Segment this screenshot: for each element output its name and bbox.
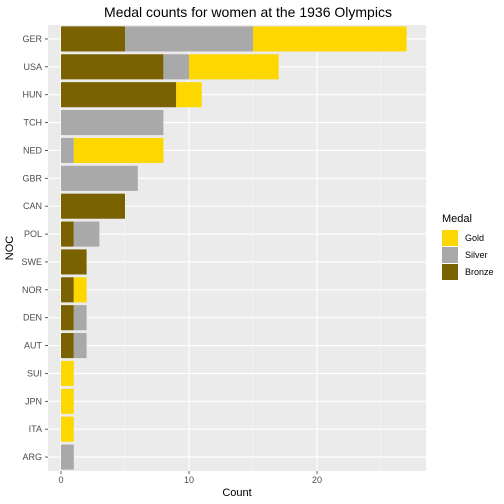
bar-bronze-hun [61,82,177,108]
y-tick-label: GER [22,34,42,44]
bar-gold-sui [61,360,74,386]
bar-bronze-ger [61,26,125,52]
y-tick-label: TCH [24,118,43,128]
x-tick-label: 20 [312,475,322,485]
bars-layer [61,26,407,470]
y-tick-label: AUT [24,341,43,351]
y-tick-label: USA [23,62,42,72]
bar-silver-tch [61,110,164,136]
bar-bronze-usa [61,54,164,80]
bar-gold-ita [61,416,74,442]
y-tick-label: ITA [29,424,42,434]
y-tick-label: HUN [23,90,43,100]
bar-gold-usa [189,54,279,80]
bar-gold-jpn [61,388,74,414]
bar-silver-aut [73,333,87,359]
bar-silver-ned [61,137,74,163]
bar-bronze-can [61,193,125,219]
bar-gold-ger [253,26,407,52]
legend: Medal Gold Silver Bronze [442,213,494,280]
bar-gold-nor [73,277,87,303]
y-axis-title: NOC [4,236,16,261]
legend-label-silver: Silver [465,250,488,260]
y-tick-label: SWE [21,257,42,267]
bar-gold-ned [73,137,164,163]
bar-bronze-swe [61,249,87,275]
y-tick-label: ARG [22,452,42,462]
y-tick-label: DEN [23,313,42,323]
y-tick-label: POL [24,229,42,239]
x-tick-label: 0 [58,475,63,485]
legend-key-silver [442,247,458,263]
bar-bronze-den [61,305,74,331]
bar-bronze-nor [61,277,74,303]
x-axis-title: Count [222,487,251,499]
bar-silver-den [73,305,87,331]
bar-bronze-pol [61,221,74,247]
chart-title: Medal counts for women at the 1936 Olymp… [104,4,392,20]
legend-title: Medal [442,213,472,225]
legend-key-gold [442,230,458,246]
y-tick-label: GBR [22,173,42,183]
bar-silver-usa [163,54,189,80]
bar-bronze-aut [61,333,74,359]
bar-silver-gbr [61,165,138,191]
legend-label-gold: Gold [465,233,484,243]
bar-silver-ger [125,26,253,52]
bar-gold-hun [176,82,202,108]
x-axis: 0 10 20 [58,471,322,485]
y-tick-label: JPN [25,396,42,406]
x-tick-label: 10 [184,475,194,485]
y-axis: GER USA HUN TCH NED GBR CAN POL SWE NOR DEN AUT SUI J… [21,34,48,462]
y-tick-label: CAN [23,201,42,211]
y-tick-label: SUI [27,368,42,378]
y-tick-label: NED [23,145,43,155]
bar-silver-arg [61,444,74,470]
legend-label-bronze: Bronze [465,267,494,277]
y-tick-label: NOR [22,285,43,295]
legend-key-bronze [442,264,458,280]
bar-silver-pol [73,221,100,247]
